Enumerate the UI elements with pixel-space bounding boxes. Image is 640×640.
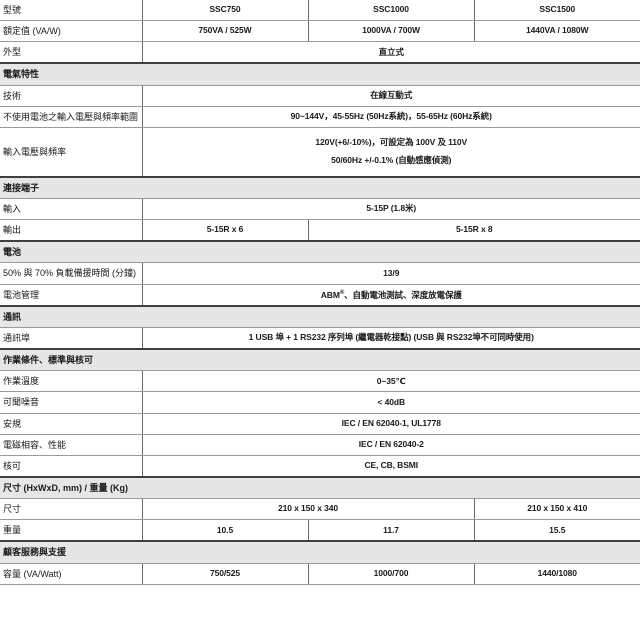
spec-row-label: 不使用電池之輸入電壓與頻率範圍 xyxy=(0,106,143,128)
spec-row-label: 型號 xyxy=(0,0,143,22)
spec-row: 可聞噪音 < 40dB xyxy=(0,391,640,414)
section-header-row: 顧客服務與支援 xyxy=(0,540,640,564)
abm-suffix: 、自動電池測試、深度放電保護 xyxy=(344,289,462,300)
spec-row: 輸出 5-15R x 6 5-15R x 8 xyxy=(0,219,640,242)
spec-row-value: 5-15R x 8 xyxy=(308,219,640,242)
spec-row-value: CE, CB, BSMI xyxy=(142,455,640,478)
spec-row-value: SSC1500 xyxy=(474,0,640,22)
spec-row-value: 750/525 xyxy=(142,563,309,585)
spec-row-value: 1 USB 埠 + 1 RS232 序列埠 (繼電器乾接點) (USB 與 RS… xyxy=(142,327,640,350)
spec-row-value: < 40dB xyxy=(142,391,640,414)
spec-row-label: 尺寸 xyxy=(0,498,143,521)
spec-row-label: 可聞噪音 xyxy=(0,391,143,414)
section-header-label: 通訊 xyxy=(0,304,640,328)
spec-row-label: 額定值 (VA/W) xyxy=(0,20,143,43)
section-header-row: 尺寸 (HxWxD, mm) / 重量 (Kg) xyxy=(0,475,640,500)
spec-row-label: 技術 xyxy=(0,85,143,107)
spec-row: 50% 與 70% 負載備援時間 (分鐘) 13/9 xyxy=(0,262,640,285)
section-header-label: 顧客服務與支援 xyxy=(0,540,640,564)
spec-row-label: 輸入電壓與頻率 xyxy=(0,127,143,178)
spec-row-value: IEC / EN 62040-2 xyxy=(142,434,640,456)
spec-row: 電池管理 ABM®、自動電池測試、深度放電保護 xyxy=(0,284,640,307)
section-header-row: 通訊 xyxy=(0,304,640,328)
spec-row-value: 在線互動式 xyxy=(142,85,640,107)
spec-row: 通訊埠 1 USB 埠 + 1 RS232 序列埠 (繼電器乾接點) (USB 與… xyxy=(0,327,640,350)
section-header-label: 電氣特性 xyxy=(0,62,640,86)
spec-row-value: 直立式 xyxy=(142,41,640,64)
spec-row-value: ABM®、自動電池測試、深度放電保護 xyxy=(142,284,640,307)
spec-row-value: 15.5 xyxy=(474,519,640,542)
spec-row-value: 1440/1080 xyxy=(474,563,640,585)
spec-row-label: 安規 xyxy=(0,413,143,435)
spec-row-value: 13/9 xyxy=(142,262,640,285)
spec-row: 核可 CE, CB, BSMI xyxy=(0,455,640,478)
spec-row-label: 核可 xyxy=(0,455,143,478)
spec-row-value: 120V(+6/-10%)，可設定為 100V 及 110V 50/60Hz +/… xyxy=(142,127,640,178)
spec-row: 安規 IEC / EN 62040-1, UL1778 xyxy=(0,413,640,435)
abm-label: ABM xyxy=(320,289,340,300)
spec-row: 作業溫度 0~35℃ xyxy=(0,370,640,393)
ups-specification-table: 型號 SSC750 SSC1000 SSC1500 額定值 (VA/W) 750VA / … xyxy=(0,0,640,585)
spec-row-label: 通訊埠 xyxy=(0,327,143,350)
spec-row: 尺寸 210 x 150 x 340 210 x 150 x 410 xyxy=(0,498,640,521)
spec-row-value: 5-15P (1.8米) xyxy=(142,198,640,221)
spec-row-label: 容量 (VA/Watt) xyxy=(0,563,143,585)
spec-value-line: 50/60Hz +/-0.1% (自動感應偵測) xyxy=(331,154,452,165)
spec-row-value: 10.5 xyxy=(142,519,309,542)
spec-row-value: 0~35℃ xyxy=(142,370,640,393)
spec-row: 輸入 5-15P (1.8米) xyxy=(0,198,640,221)
spec-row-value: 1000/700 xyxy=(308,563,475,585)
spec-row-value: 750VA / 525W xyxy=(142,20,309,43)
section-header-label: 電池 xyxy=(0,240,640,264)
spec-row-value: 11.7 xyxy=(308,519,475,542)
spec-row: 重量 10.5 11.7 15.5 xyxy=(0,519,640,542)
spec-row-value: IEC / EN 62040-1, UL1778 xyxy=(142,413,640,435)
spec-row: 電磁相容、性能 IEC / EN 62040-2 xyxy=(0,434,640,456)
section-header-row: 電池 xyxy=(0,240,640,264)
spec-row-label: 50% 與 70% 負載備援時間 (分鐘) xyxy=(0,262,143,285)
spec-row: 額定值 (VA/W) 750VA / 525W 1000VA / 700W 1440V… xyxy=(0,20,640,43)
spec-row-value: SSC750 xyxy=(142,0,309,22)
spec-row-value: 1000VA / 700W xyxy=(308,20,475,43)
spec-row: 不使用電池之輸入電壓與頻率範圍 90~144V，45-55Hz (50Hz系統)，… xyxy=(0,106,640,128)
spec-row: 外型 直立式 xyxy=(0,41,640,64)
spec-row-label: 電磁相容、性能 xyxy=(0,434,143,456)
spec-row: 輸入電壓與頻率 120V(+6/-10%)，可設定為 100V 及 110V 50/… xyxy=(0,127,640,178)
spec-row-label: 作業溫度 xyxy=(0,370,143,393)
spec-row-label: 輸入 xyxy=(0,198,143,221)
section-header-row: 電氣特性 xyxy=(0,62,640,86)
spec-row-value: SSC1000 xyxy=(308,0,475,22)
spec-row-value: 90~144V，45-55Hz (50Hz系統)，55-65Hz (60Hz系統… xyxy=(142,106,640,128)
spec-row-value: 210 x 150 x 340 xyxy=(142,498,475,521)
table-body: 型號 SSC750 SSC1000 SSC1500 額定值 (VA/W) 750VA / … xyxy=(0,0,640,585)
spec-row-label: 輸出 xyxy=(0,219,143,242)
spec-row: 技術 在線互動式 xyxy=(0,85,640,107)
registered-mark-icon: ® xyxy=(339,289,345,296)
spec-row-label: 電池管理 xyxy=(0,284,143,307)
section-header-label: 作業條件、標準與核可 xyxy=(0,348,640,372)
spec-value-line: 120V(+6/-10%)，可設定為 100V 及 110V xyxy=(315,137,468,148)
spec-row: 容量 (VA/Watt) 750/525 1000/700 1440/1080 xyxy=(0,563,640,585)
section-header-row: 連接端子 xyxy=(0,175,640,199)
section-header-row: 作業條件、標準與核可 xyxy=(0,348,640,372)
section-header-label: 尺寸 (HxWxD, mm) / 重量 (Kg) xyxy=(0,475,640,500)
spec-row-label: 外型 xyxy=(0,41,143,64)
spec-row-value: 1440VA / 1080W xyxy=(474,20,640,43)
spec-row: 型號 SSC750 SSC1000 SSC1500 xyxy=(0,0,640,22)
section-header-label: 連接端子 xyxy=(0,175,640,199)
spec-row-value: 210 x 150 x 410 xyxy=(474,498,640,521)
spec-row-label: 重量 xyxy=(0,519,143,542)
spec-row-value: 5-15R x 6 xyxy=(142,219,309,242)
